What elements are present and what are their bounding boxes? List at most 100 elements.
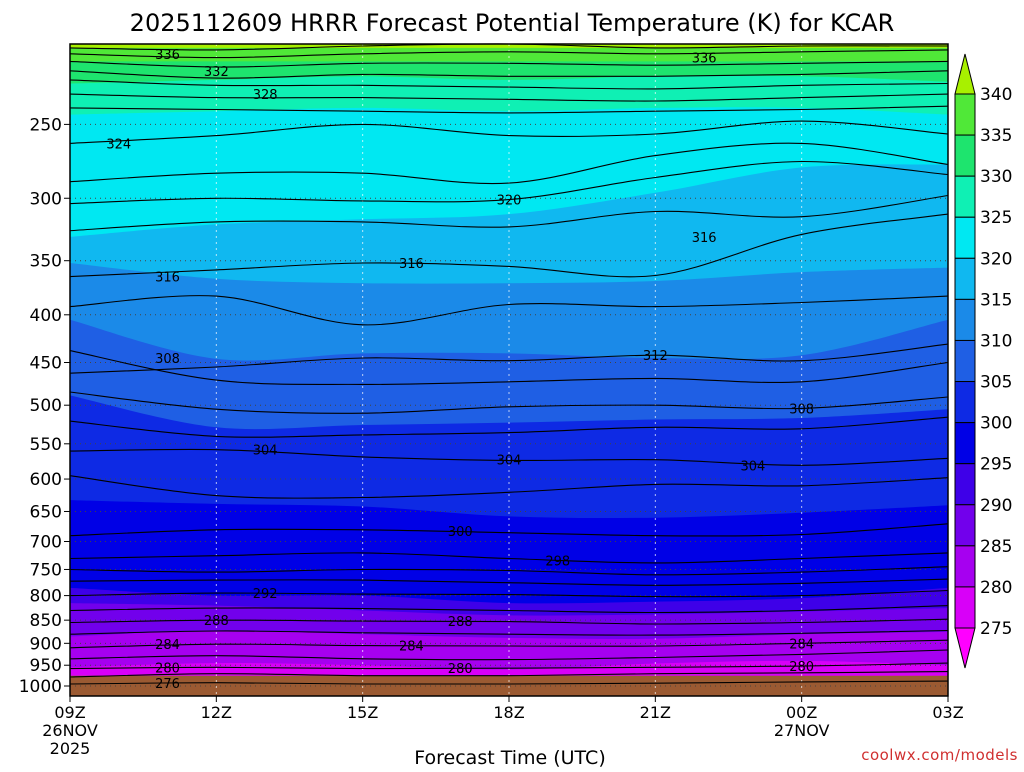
contour-label-text: 280 [448,662,473,677]
contour-label: 336 [692,52,717,67]
colorbar-label: 325 [980,208,1012,228]
y-tick-label: 700 [30,533,62,553]
contour-328 [69,93,949,102]
y-tick-label: 450 [30,354,62,374]
contour-label: 280 [789,660,814,675]
colorbar-segment [954,175,976,218]
contour-318 [69,194,949,232]
contour-320 [69,160,949,205]
ground-surface [70,675,948,696]
contour-label: 292 [253,587,278,602]
contour-280 [69,662,949,670]
x-tick-label: 09Z [54,703,85,722]
contour-label-text: 288 [448,615,473,630]
contour-label-text: 292 [253,587,278,602]
x-axis-title: Forecast Time (UTC) [414,747,605,768]
colorbar-segment [954,463,976,506]
colorbar-label: 340 [980,85,1012,105]
contour-286 [69,629,949,636]
contour-332 [69,70,949,79]
contour-284 [69,639,949,649]
x-tick-label: 18Z [493,703,524,722]
contour-302 [69,475,949,499]
contour-label: 280 [155,661,180,676]
colorbar-label: 305 [980,373,1012,393]
contour-324 [69,120,949,144]
contour-304 [69,448,949,466]
contour-label: 284 [789,637,814,652]
colorbar-segment [954,93,976,136]
contour-label-text: 320 [497,194,522,209]
colorbar-top-arrow [954,53,976,95]
contour-label-text: 276 [155,677,180,692]
colorbar-segment [954,298,976,341]
contour-label: 336 [155,48,180,63]
x-tick-label: 03Z [932,703,963,722]
contour-316 [69,213,949,278]
colorbar-label: 280 [980,578,1012,598]
contour-label-text: 284 [155,638,180,653]
contour-label: 284 [155,638,180,653]
colorbar-segment [954,339,976,383]
contour-label: 298 [545,555,570,570]
contour-label: 288 [204,614,229,629]
contour-334 [69,60,949,68]
colorbar-label: 275 [980,619,1012,639]
y-tick-label: 300 [30,189,62,209]
y-tick-label: 500 [30,396,62,416]
contour-label-text: 280 [155,661,180,676]
contour-278 [69,671,949,678]
colorbar-bottom-arrow [954,627,976,669]
y-tick-label: 750 [30,560,62,580]
colorbar-label: 290 [980,496,1012,516]
contour-296 [69,566,949,576]
contour-label-text: 308 [789,402,814,417]
contour-326 [69,105,949,114]
y-tick-label: 850 [30,611,62,631]
colorbar-label: 320 [980,249,1012,269]
contour-282 [69,649,949,661]
contour-label: 280 [448,662,473,677]
contour-label-text: 300 [448,525,473,540]
x-tick-label: 00Z [786,703,817,722]
colorbar: 340 335 330 325 320 315 310 305 300 295 290 285 280 2… [954,53,1012,669]
contour-label-text: 288 [204,614,229,629]
y-tick-label: 600 [30,470,62,490]
y-axis: 250 300 350 400 450 500 550 600 650 700 750 800 850 9… [19,115,70,697]
credit-text: coolwx.com/models [861,746,1018,764]
contour-label-text: 304 [740,459,765,474]
colorbar-segment [954,586,976,629]
contour-label-text: 280 [789,660,814,675]
y-tick-label: 800 [30,587,62,607]
x-tick-sublabel: 2025 [50,739,91,758]
contour-label: 284 [399,640,424,655]
x-tick-label: 15Z [347,703,378,722]
contour-label-text: 336 [692,52,717,67]
contour-label: 328 [253,88,278,103]
contour-label-text: 312 [643,349,668,364]
contour-label: 308 [155,352,180,367]
contour-label-text: 328 [253,88,278,103]
colorbar-segment [954,381,976,424]
contour-label: 288 [448,615,473,630]
x-tick-label: 21Z [640,703,671,722]
contour-label-text: 284 [399,640,424,655]
contour-300 [69,523,949,537]
contour-310 [69,350,949,385]
contour-298 [69,552,949,564]
y-tick-label: 1000 [19,677,62,697]
contour-label-text: 332 [204,65,229,80]
contour-308 [69,391,949,414]
colorbar-label: 285 [980,537,1012,557]
colorbar-segment [954,504,976,547]
contour-label-text: 304 [253,444,278,459]
x-tick-sublabel: 26NOV [42,721,98,740]
colorbar-label: 300 [980,414,1012,434]
colorbar-label: 335 [980,126,1012,146]
contour-label-text: 316 [692,231,717,246]
y-tick-label: 250 [30,115,62,135]
y-tick-label: 950 [30,656,62,676]
y-tick-label: 900 [30,634,62,654]
